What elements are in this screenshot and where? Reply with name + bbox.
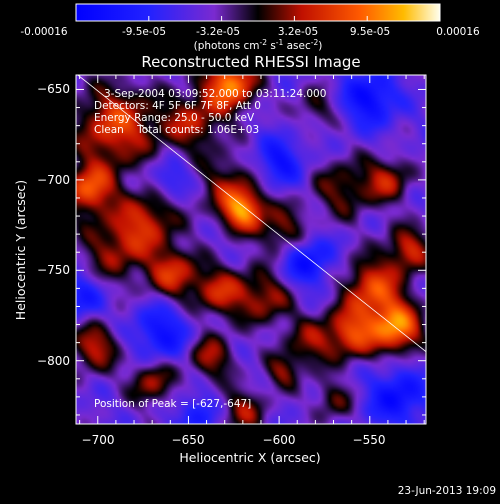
peak-position-text: Position of Peak = [-627,-647] [94, 398, 251, 410]
solar-limb-line [77, 75, 426, 352]
colorbar-ticks [75, 16, 441, 21]
colorbar-tick-label: -9.5e-05 [122, 26, 166, 38]
x-tick-label: −550 [353, 433, 386, 447]
detectors-text: Detectors: 4F 5F 6F 7F 8F, Att 0 [94, 100, 261, 112]
colorbar-tick-label: 3.2e-05 [278, 26, 318, 38]
time-range-text: 3-Sep-2004 03:09:52.000 to 03:11:24.000 [104, 88, 326, 100]
axis-ticks [76, 75, 426, 424]
plot-frame [75, 74, 427, 425]
colorbar-tick-label: 0.00016 [436, 26, 480, 38]
y-axis-label: Heliocentric Y (arcsec) [13, 180, 28, 320]
x-tick-label: −650 [172, 433, 205, 447]
y-tick-label: −800 [37, 354, 70, 368]
x-tick-label: −600 [263, 433, 296, 447]
colorbar [75, 3, 441, 22]
colorbar-tick-label: -0.00016 [20, 26, 68, 38]
y-tick-label: −650 [37, 82, 70, 96]
y-tick-label: −750 [37, 263, 70, 277]
y-tick-label: −700 [37, 173, 70, 187]
energy-range-text: Energy Range: 25.0 - 50.0 keV [94, 112, 255, 124]
footer-timestamp: 23-Jun-2013 19:09 [398, 485, 496, 497]
colorbar-tick-label: -3.2e-05 [196, 26, 240, 38]
clean-counts-text: Clean Total counts: 1.06E+03 [94, 124, 259, 136]
heatmap-image [76, 75, 426, 424]
colorbar-unit-label: (photons cm-2 s-1 asec-2) [194, 38, 323, 52]
x-tick-label: −700 [82, 433, 115, 447]
x-axis-label: Heliocentric X (arcsec) [179, 450, 320, 465]
colorbar-tick-label: 9.5e-05 [350, 26, 390, 38]
chart-title: Reconstructed RHESSI Image [141, 53, 360, 71]
